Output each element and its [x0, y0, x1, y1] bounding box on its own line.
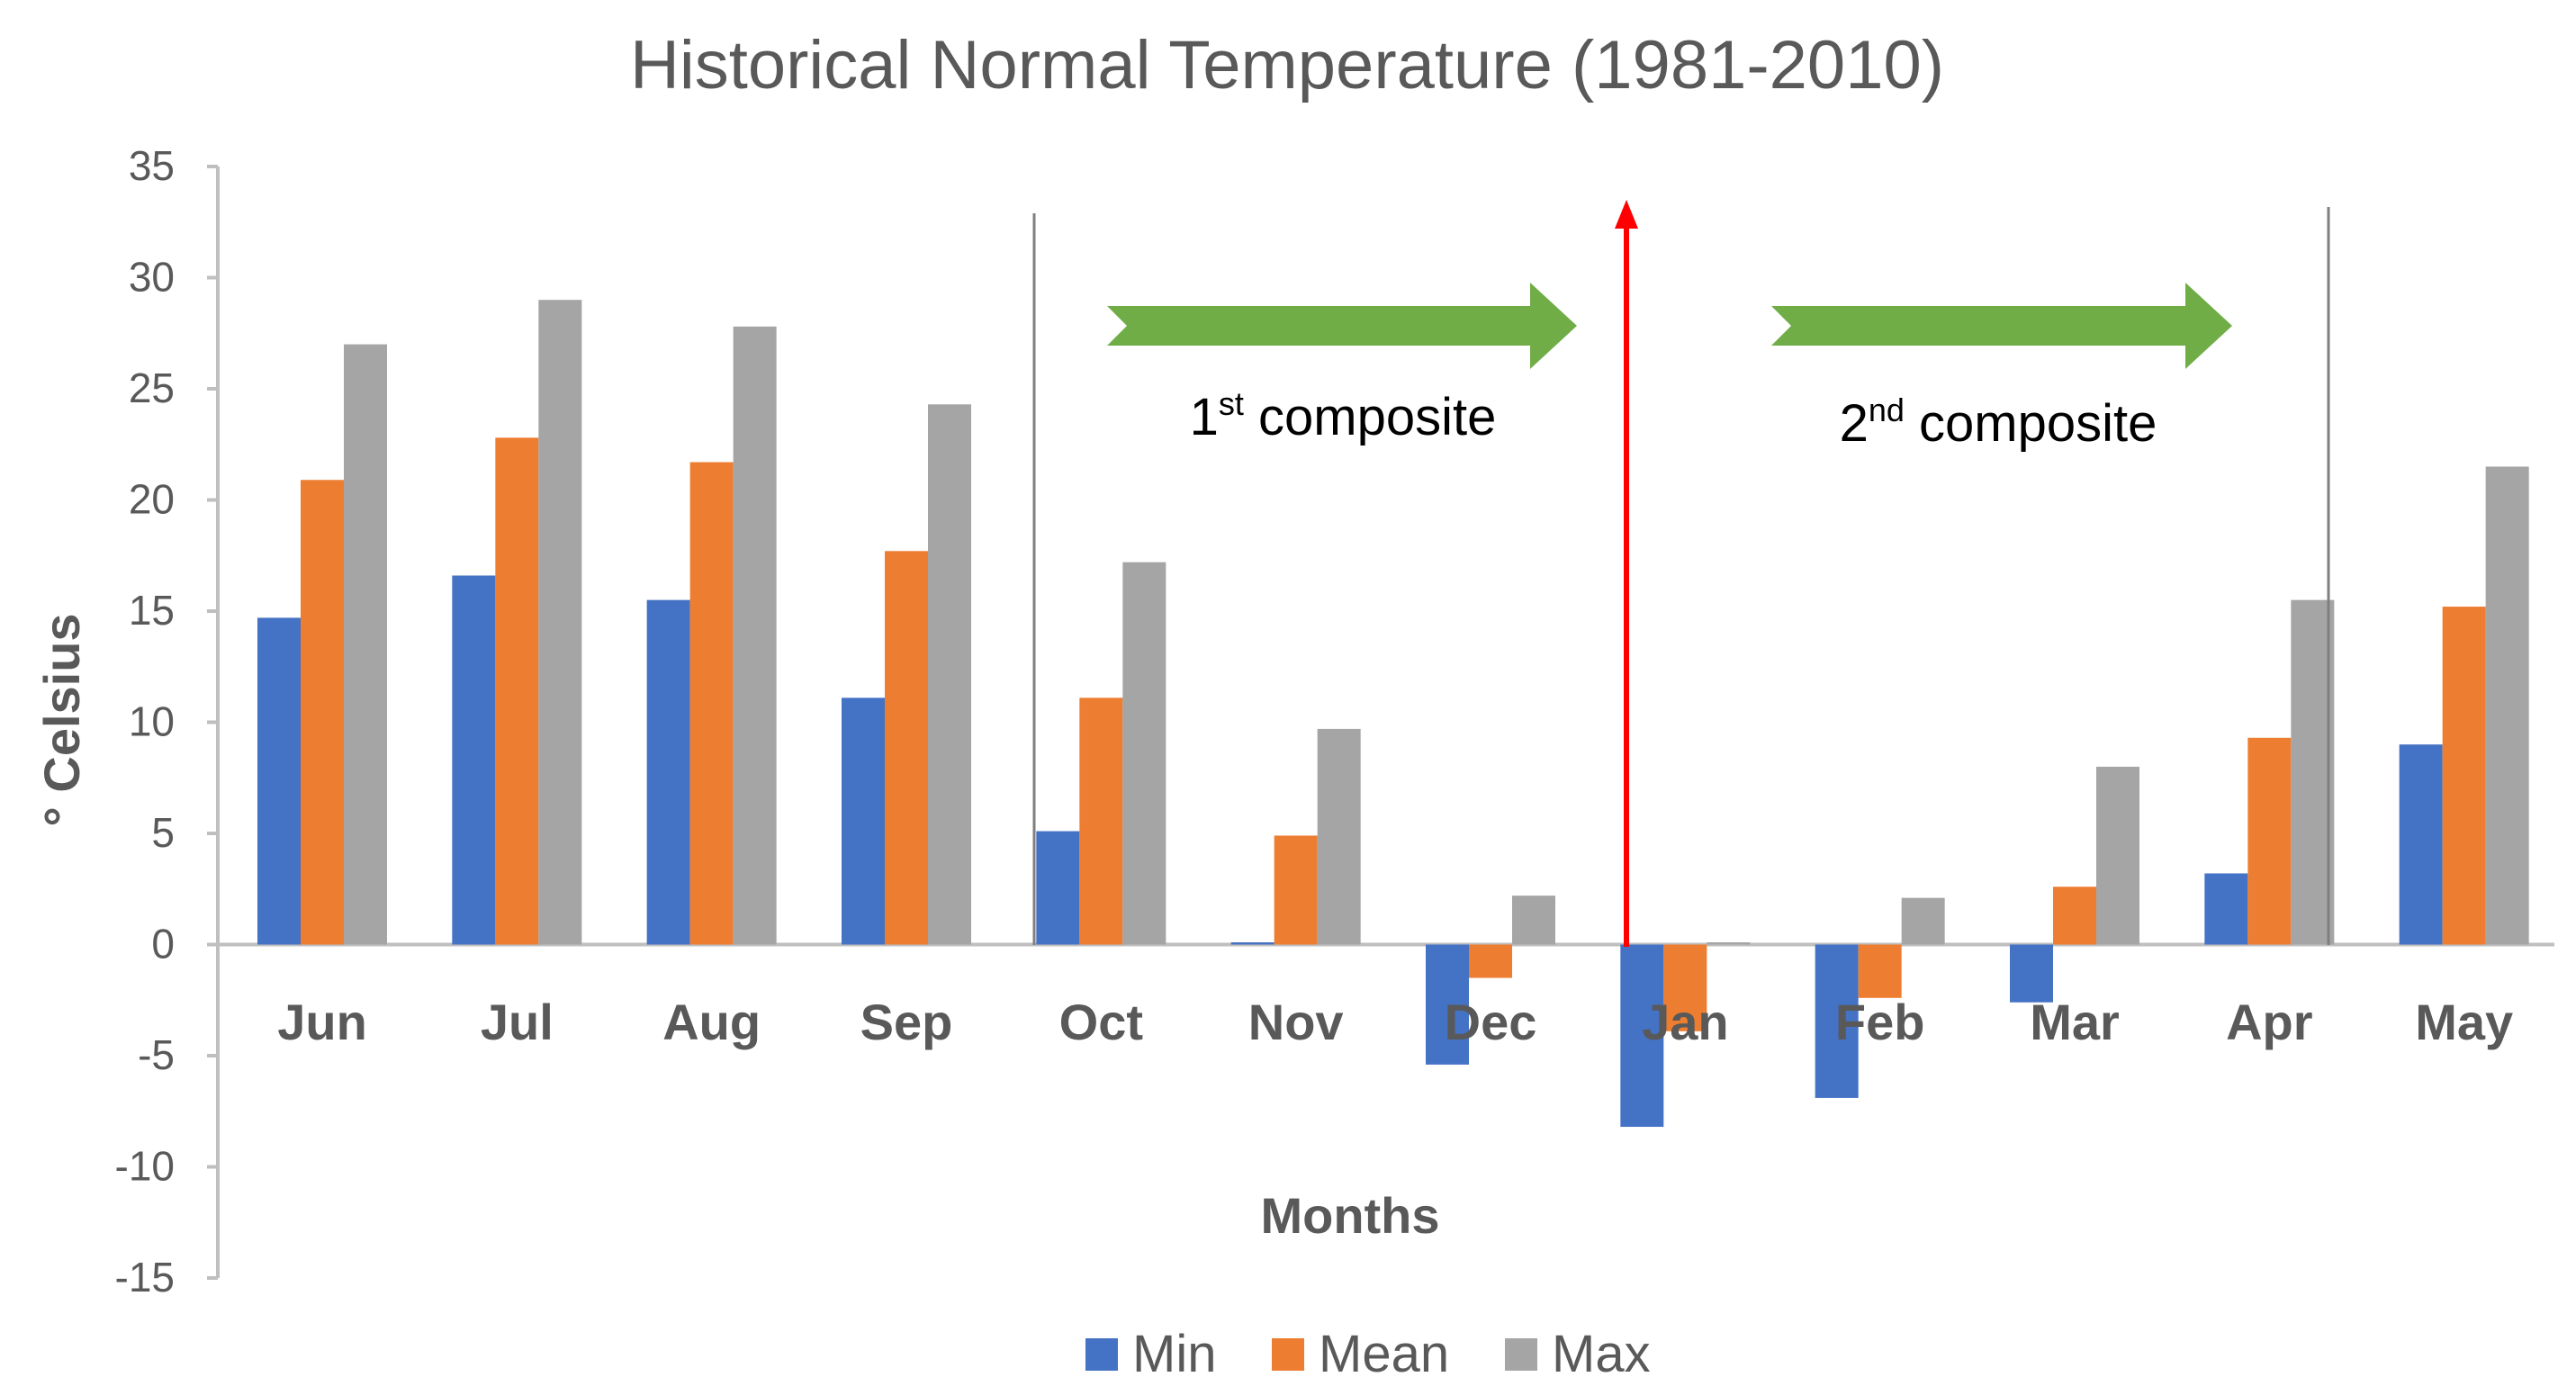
second-composite-label: 2nd composite [1840, 392, 2157, 453]
x-tick-label-jul: Jul [481, 994, 554, 1050]
y-tick-label: -5 [138, 1031, 175, 1078]
legend-swatch-mean [1272, 1338, 1304, 1371]
year-divider-arrowhead [1615, 200, 1638, 229]
legend: Min Mean Max [1085, 1325, 1651, 1383]
first-composite-label: 1st composite [1190, 385, 1497, 446]
bar-mean-oct [1079, 698, 1123, 945]
bar-max-jul [538, 300, 582, 945]
x-tick-label-jan: Jan [1642, 994, 1729, 1050]
y-tick-label: 35 [129, 142, 175, 189]
y-tick-label: 5 [151, 809, 175, 856]
bar-max-apr [2291, 599, 2335, 945]
bar-mean-jul [495, 437, 539, 945]
bar-min-sep [842, 698, 885, 945]
x-tick-label-aug: Aug [662, 994, 761, 1050]
y-tick-label: 10 [129, 698, 175, 745]
bar-mean-jan [1663, 944, 1707, 1031]
y-tick-label: -10 [115, 1143, 175, 1190]
chart-title: Historical Normal Temperature (1981-2010… [630, 27, 1944, 104]
y-tick-label: -15 [115, 1254, 175, 1300]
y-axis-label: ° Celsius [33, 613, 90, 826]
bar-max-aug [733, 326, 777, 945]
bar-mean-dec [1469, 944, 1512, 978]
bar-max-oct [1122, 562, 1166, 945]
bar-min-jan [1620, 944, 1664, 1128]
x-tick-label-dec: Dec [1445, 994, 1537, 1050]
bar-max-sep [928, 404, 971, 945]
first-composite-arrow [1107, 283, 1577, 369]
bar-min-jul [452, 575, 496, 945]
bar-max-jun [344, 344, 387, 945]
bar-min-mar [2010, 944, 2053, 1003]
bar-mean-may [2442, 607, 2486, 945]
x-tick-label-apr: Apr [2226, 994, 2312, 1050]
bar-min-feb [1815, 944, 1859, 1098]
annotation-overlay [1032, 200, 2330, 947]
bar-min-nov [1230, 942, 1274, 945]
x-tick-label-sep: Sep [860, 994, 953, 1050]
bar-mean-jun [301, 480, 344, 945]
y-tick-label: 25 [129, 364, 175, 411]
x-tick-label-oct: Oct [1059, 994, 1143, 1050]
x-tick-label-jun: Jun [277, 994, 367, 1050]
x-tick-label-mar: Mar [2030, 994, 2120, 1050]
bar-mean-mar [2053, 886, 2096, 945]
bar-max-feb [1901, 897, 1945, 945]
bar-max-may [2485, 466, 2529, 945]
bar-mean-sep [885, 551, 928, 945]
x-axis-ticks: Jun Jul Aug Sep Oct Nov Dec Jan Feb Mar Apr May [277, 994, 2513, 1050]
bars [257, 300, 2529, 1128]
legend-swatch-min [1085, 1338, 1118, 1371]
x-tick-label-feb: Feb [1835, 994, 1925, 1050]
bar-min-apr [2204, 873, 2248, 945]
y-tick-label: 20 [129, 476, 175, 523]
bar-min-oct [1036, 831, 1080, 945]
bar-mean-nov [1274, 835, 1318, 945]
bar-max-jan [1707, 942, 1751, 945]
x-tick-label-nov: Nov [1248, 994, 1344, 1050]
bar-min-dec [1426, 944, 1469, 1065]
bar-min-aug [646, 599, 690, 945]
bar-min-jun [257, 617, 301, 945]
y-tick-label: 30 [129, 254, 175, 301]
bar-max-dec [1512, 896, 1555, 945]
legend-label-min: Min [1132, 1325, 1216, 1383]
legend-swatch-max [1505, 1338, 1537, 1371]
x-tick-label-may: May [2415, 994, 2513, 1050]
bar-mean-apr [2247, 737, 2292, 945]
bar-min-may [2399, 744, 2443, 945]
bar-mean-feb [1858, 944, 1902, 998]
bar-max-nov [1317, 728, 1361, 945]
x-axis-label: Months [1260, 1187, 1439, 1244]
axes [207, 165, 2554, 1280]
y-tick-label: 15 [129, 587, 175, 634]
legend-label-mean: Mean [1319, 1325, 1449, 1383]
y-tick-label: 0 [151, 921, 175, 968]
bar-max-mar [2096, 766, 2139, 945]
second-composite-arrow [1771, 283, 2232, 369]
bar-mean-aug [689, 462, 734, 945]
legend-label-max: Max [1552, 1325, 1651, 1383]
y-axis-ticks: 35 30 25 20 15 10 5 0 -5 -10 -15 [115, 142, 175, 1300]
